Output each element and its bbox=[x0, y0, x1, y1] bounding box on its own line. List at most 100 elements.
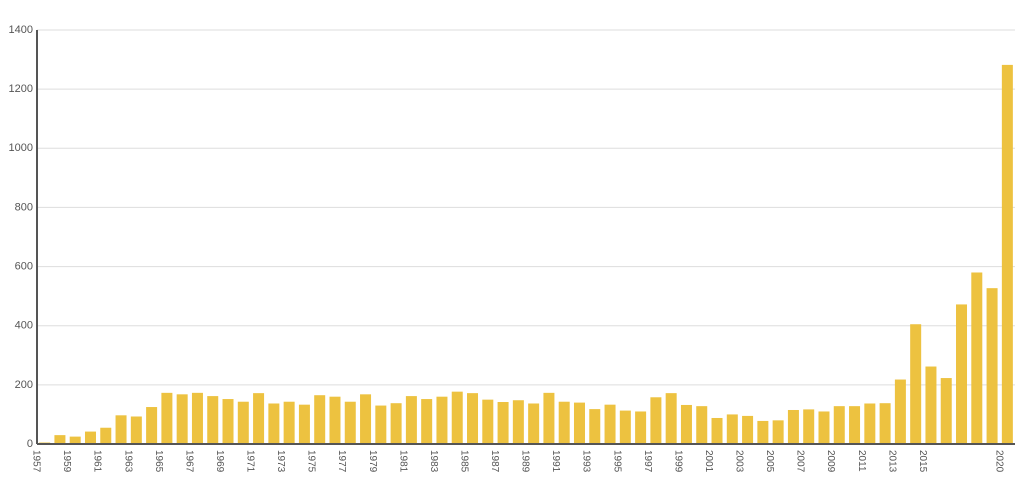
x-tick-label: 1995 bbox=[611, 450, 622, 473]
bar bbox=[1001, 64, 1013, 444]
bar bbox=[512, 400, 524, 444]
x-tick-label: 2013 bbox=[886, 450, 897, 473]
bar bbox=[390, 403, 402, 444]
bar bbox=[222, 399, 234, 444]
bar bbox=[298, 404, 310, 444]
x-tick-label: 2001 bbox=[703, 450, 714, 473]
bar bbox=[879, 403, 891, 444]
bar bbox=[849, 406, 861, 444]
bar bbox=[650, 397, 662, 444]
bar bbox=[100, 427, 112, 444]
bar bbox=[360, 394, 372, 444]
x-tick-label: 1999 bbox=[672, 450, 683, 473]
bar bbox=[115, 415, 127, 444]
bar bbox=[589, 409, 601, 444]
x-tick-label: 1983 bbox=[428, 450, 439, 473]
y-tick-label: 400 bbox=[15, 320, 33, 332]
x-tick-label: 1957 bbox=[31, 450, 42, 473]
bar bbox=[344, 401, 356, 444]
bar bbox=[742, 415, 754, 444]
x-tick-label: 2009 bbox=[825, 450, 836, 473]
x-tick-label: 1959 bbox=[61, 450, 72, 473]
x-tick-label: 1971 bbox=[245, 450, 256, 473]
bar bbox=[604, 404, 616, 444]
bar bbox=[405, 396, 417, 444]
bar bbox=[772, 420, 784, 444]
bar bbox=[375, 405, 387, 444]
x-tick-label: 1961 bbox=[92, 450, 103, 473]
bar bbox=[619, 410, 631, 444]
x-tick-label: 1989 bbox=[520, 450, 531, 473]
x-tick-label: 2007 bbox=[795, 450, 806, 473]
bar bbox=[558, 401, 570, 444]
x-tick-label: 2005 bbox=[764, 450, 775, 473]
bar bbox=[787, 409, 799, 444]
bar bbox=[543, 392, 555, 444]
x-tick-label: 1993 bbox=[581, 450, 592, 473]
bar bbox=[451, 391, 463, 444]
x-tick-label: 1967 bbox=[183, 450, 194, 473]
x-tick-label: 1985 bbox=[458, 450, 469, 473]
bar bbox=[467, 393, 479, 444]
y-tick-label: 0 bbox=[27, 438, 33, 450]
bar bbox=[635, 411, 647, 444]
x-tick-label: 2015 bbox=[917, 450, 928, 473]
x-tick-label: 1987 bbox=[489, 450, 500, 473]
bar bbox=[497, 402, 509, 444]
x-tick-label: 1981 bbox=[397, 450, 408, 473]
bar bbox=[191, 392, 203, 444]
bar bbox=[314, 395, 326, 444]
bar bbox=[757, 420, 769, 444]
bar bbox=[711, 417, 723, 444]
y-tick-label: 1400 bbox=[9, 24, 33, 36]
x-tick-label: 2011 bbox=[856, 450, 867, 472]
bar bbox=[436, 396, 448, 444]
bar bbox=[971, 272, 983, 444]
bar bbox=[956, 304, 968, 444]
bar bbox=[146, 407, 158, 444]
bar bbox=[573, 402, 585, 444]
x-tick-label: 1979 bbox=[367, 450, 378, 473]
x-tick-label: 1973 bbox=[275, 450, 286, 473]
bar bbox=[864, 403, 876, 444]
y-tick-label: 200 bbox=[15, 379, 33, 391]
bar bbox=[207, 396, 219, 444]
x-tick-label: 1977 bbox=[336, 450, 347, 473]
bar bbox=[528, 403, 540, 444]
bar bbox=[940, 378, 952, 444]
bar bbox=[696, 406, 708, 444]
bar bbox=[726, 414, 738, 444]
bar bbox=[925, 366, 937, 444]
bar bbox=[283, 401, 295, 444]
bar bbox=[421, 399, 433, 444]
bar bbox=[833, 406, 845, 444]
bar bbox=[803, 409, 815, 444]
x-tick-label: 1969 bbox=[214, 450, 225, 473]
x-tick-label: 1991 bbox=[550, 450, 561, 473]
bar bbox=[910, 324, 922, 444]
bar bbox=[665, 393, 677, 444]
bar bbox=[84, 431, 96, 444]
bar bbox=[894, 379, 906, 444]
y-tick-label: 1000 bbox=[9, 142, 33, 154]
y-tick-label: 600 bbox=[15, 260, 33, 272]
bar bbox=[986, 288, 998, 444]
y-tick-label: 1200 bbox=[9, 83, 33, 95]
bar bbox=[680, 404, 692, 444]
bar bbox=[69, 436, 81, 444]
bar bbox=[329, 396, 341, 444]
bar bbox=[161, 392, 173, 444]
bar bbox=[268, 403, 280, 444]
x-tick-label: 1965 bbox=[153, 450, 164, 473]
x-tick-label: 2020 bbox=[993, 450, 1004, 473]
bar bbox=[482, 399, 494, 444]
x-tick-label: 1975 bbox=[306, 450, 317, 473]
x-tick-label: 1963 bbox=[122, 450, 133, 473]
bar bbox=[130, 416, 142, 444]
x-tick-label: 2003 bbox=[734, 450, 745, 473]
bar bbox=[176, 394, 188, 444]
x-tick-label: 1997 bbox=[642, 450, 653, 473]
bar bbox=[818, 411, 830, 444]
bar bbox=[54, 435, 66, 444]
